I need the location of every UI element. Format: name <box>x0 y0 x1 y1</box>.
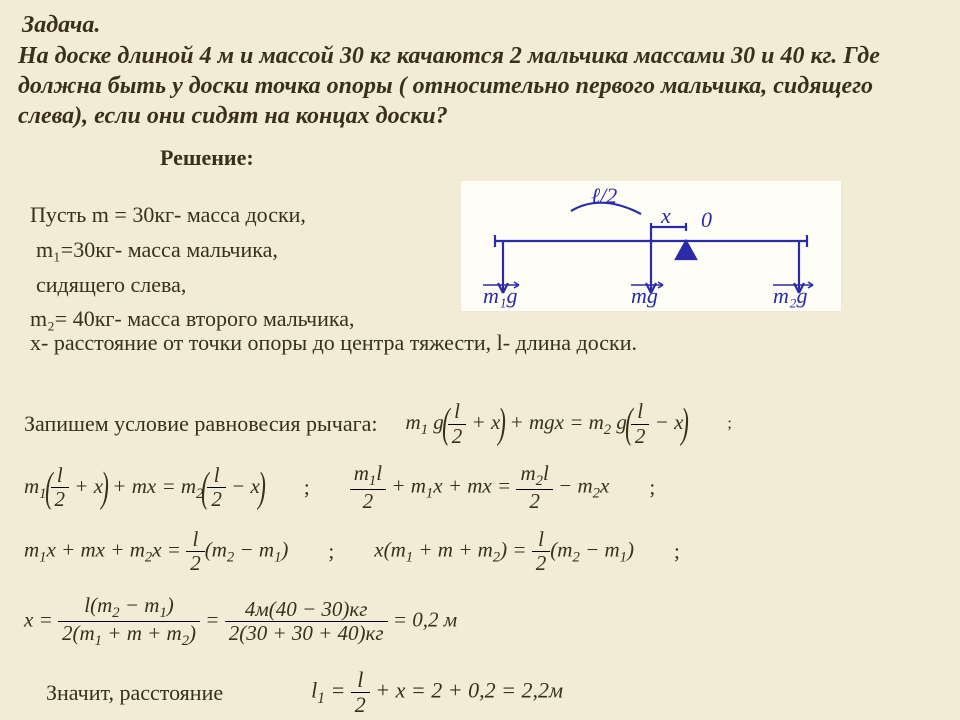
eq5: x(m1 + m + m2) = l2(m2 − m1) <box>374 528 634 575</box>
given-line-2: m₁=30кг- масса мальчика, <box>36 235 430 266</box>
conclusion-eq: l1 = l2 + x = 2 + 0,2 = 2,2м <box>311 668 563 717</box>
equation-row-4: x = l(m2 − m1)2(m1 + m + m2) = 4м(40 − 3… <box>24 594 934 650</box>
eq4: m1x + mx + m2x = l2(m2 − m1) <box>24 528 288 575</box>
lever-diagram: ℓ/2 x 0 m₁g mg m₂g <box>460 180 842 312</box>
diagram-m2g: m₂g <box>773 283 808 308</box>
conclusion-label: Значит, расстояние <box>46 680 223 706</box>
conclusion-row: Значит, расстояние l1 = l2 + x = 2 + 0,2… <box>46 668 916 717</box>
eq1: m1 g(l2 + x) + mgx = m2 g(l2 − x) <box>406 400 688 448</box>
given-line-1: Пусть m = 30кг- масса доски, <box>30 200 430 231</box>
diagram-mg: mg <box>631 283 658 308</box>
given-line-3: сидящего слева, <box>36 270 430 301</box>
equation-row-2: m1(l2 + x) + mx = m2(l2 − x) ; m1l2 + m1… <box>24 462 934 513</box>
diagram-half-label: ℓ/2 <box>591 183 617 208</box>
eq2: m1(l2 + x) + mx = m2(l2 − x) <box>24 464 264 512</box>
equation-row-3: m1x + mx + m2x = l2(m2 − m1) ; x(m1 + m … <box>24 528 934 575</box>
given-block: Пусть m = 30кг- масса доски, m₁=30кг- ма… <box>30 200 430 339</box>
equation-row-1: Запишем условие равновесия рычага: m1 g(… <box>24 400 934 448</box>
condition-label: Запишем условие равновесия рычага: <box>24 411 378 437</box>
eq3: m1l2 + m1x + mx = m2l2 − m2x <box>350 462 610 513</box>
diagram-x-label: x <box>660 203 671 228</box>
problem-title: Задача. <box>0 0 960 39</box>
solution-label: Решение: <box>160 145 960 171</box>
problem-statement: На доске длиной 4 м и массой 30 кг качаю… <box>0 39 960 139</box>
diagram-m1g: m₁g <box>483 283 518 308</box>
diagram-zero-label: 0 <box>701 207 712 232</box>
definition-x: х- расстояние от точки опоры до центра т… <box>30 330 930 356</box>
eq6: x = l(m2 − m1)2(m1 + m + m2) = 4м(40 − 3… <box>24 594 457 650</box>
